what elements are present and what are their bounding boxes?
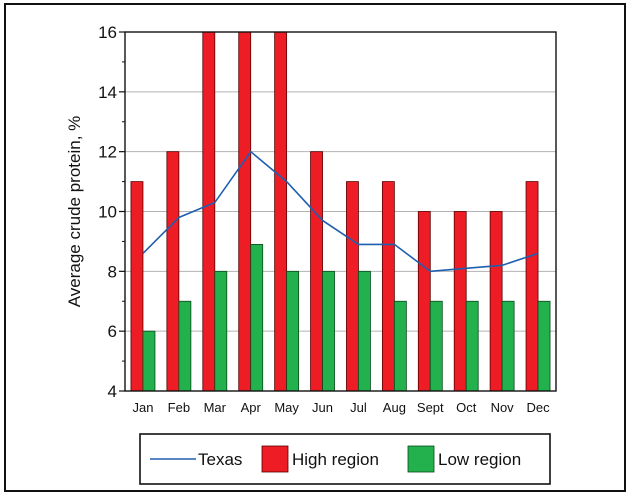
bar-high-region [417,211,431,392]
x-tick-label: Mar [204,400,227,415]
x-tick-labels: Jan Feb Mar Apr May Jun Jul Aug Sept Oct Nov Dec [132,400,550,415]
x-tick-label: Jun [312,400,333,415]
bar-high-region [381,181,395,392]
y-axis-label: Average crude protein, % [65,116,84,308]
y-tick-label: 4 [108,382,117,401]
y-tick-label: 14 [98,83,117,102]
y-tick-label: 16 [98,23,117,42]
bar-high-region [166,151,180,392]
legend-label-low-region: Low region [438,450,521,469]
bar-low-region [142,330,156,392]
bar-high-region [274,31,288,392]
bar-low-region [178,300,192,392]
y-tick-label: 10 [98,203,117,222]
bar-low-region [429,300,443,392]
bar-low-region [250,244,264,392]
legend-swatch-high-region [261,445,289,473]
legend: Texas High region Low region [139,433,551,485]
x-tick-label: Apr [241,400,262,415]
bar-low-region [358,270,371,392]
x-tick-label: Jan [132,400,153,415]
texas-line-layer [142,150,539,273]
bar-high-region [310,151,323,392]
x-tick-label: Jul [350,400,367,415]
plot-border [124,31,557,392]
texas-line [142,150,539,273]
x-tick-label: Feb [168,400,190,415]
x-tick-label: Nov [491,400,515,415]
x-tick-label: Aug [383,400,406,415]
bar-low-region [214,270,228,392]
bar-low-region [393,300,407,392]
x-tick-label: Oct [456,400,477,415]
bar-high-region [130,181,144,392]
bar-high-region [346,181,359,392]
x-tick-label: May [274,400,299,415]
bar-high-region [453,211,467,392]
y-tick-labels: 4 6 8 10 12 14 16 [98,23,117,401]
legend-label-texas: Texas [198,450,242,469]
legend-label-high-region: High region [292,450,379,469]
axes [119,31,557,392]
bar-high-region [489,211,503,392]
bar-low-region [465,300,479,392]
bar-low-region [286,270,300,392]
bar-low-region [501,300,515,392]
y-tick-label: 6 [108,322,117,341]
legend-box [139,433,551,485]
bar-high-region [202,31,216,392]
x-tick-label: Sept [417,400,444,415]
bar-high-region [238,31,252,392]
y-tick-label: 8 [108,262,117,281]
bar-low-region [322,270,335,392]
legend-swatch-low-region [407,445,435,473]
y-tick-label: 12 [98,143,117,162]
x-tick-label: Dec [526,400,550,415]
bar-low-region [537,300,551,392]
bar-high-region [525,181,539,392]
